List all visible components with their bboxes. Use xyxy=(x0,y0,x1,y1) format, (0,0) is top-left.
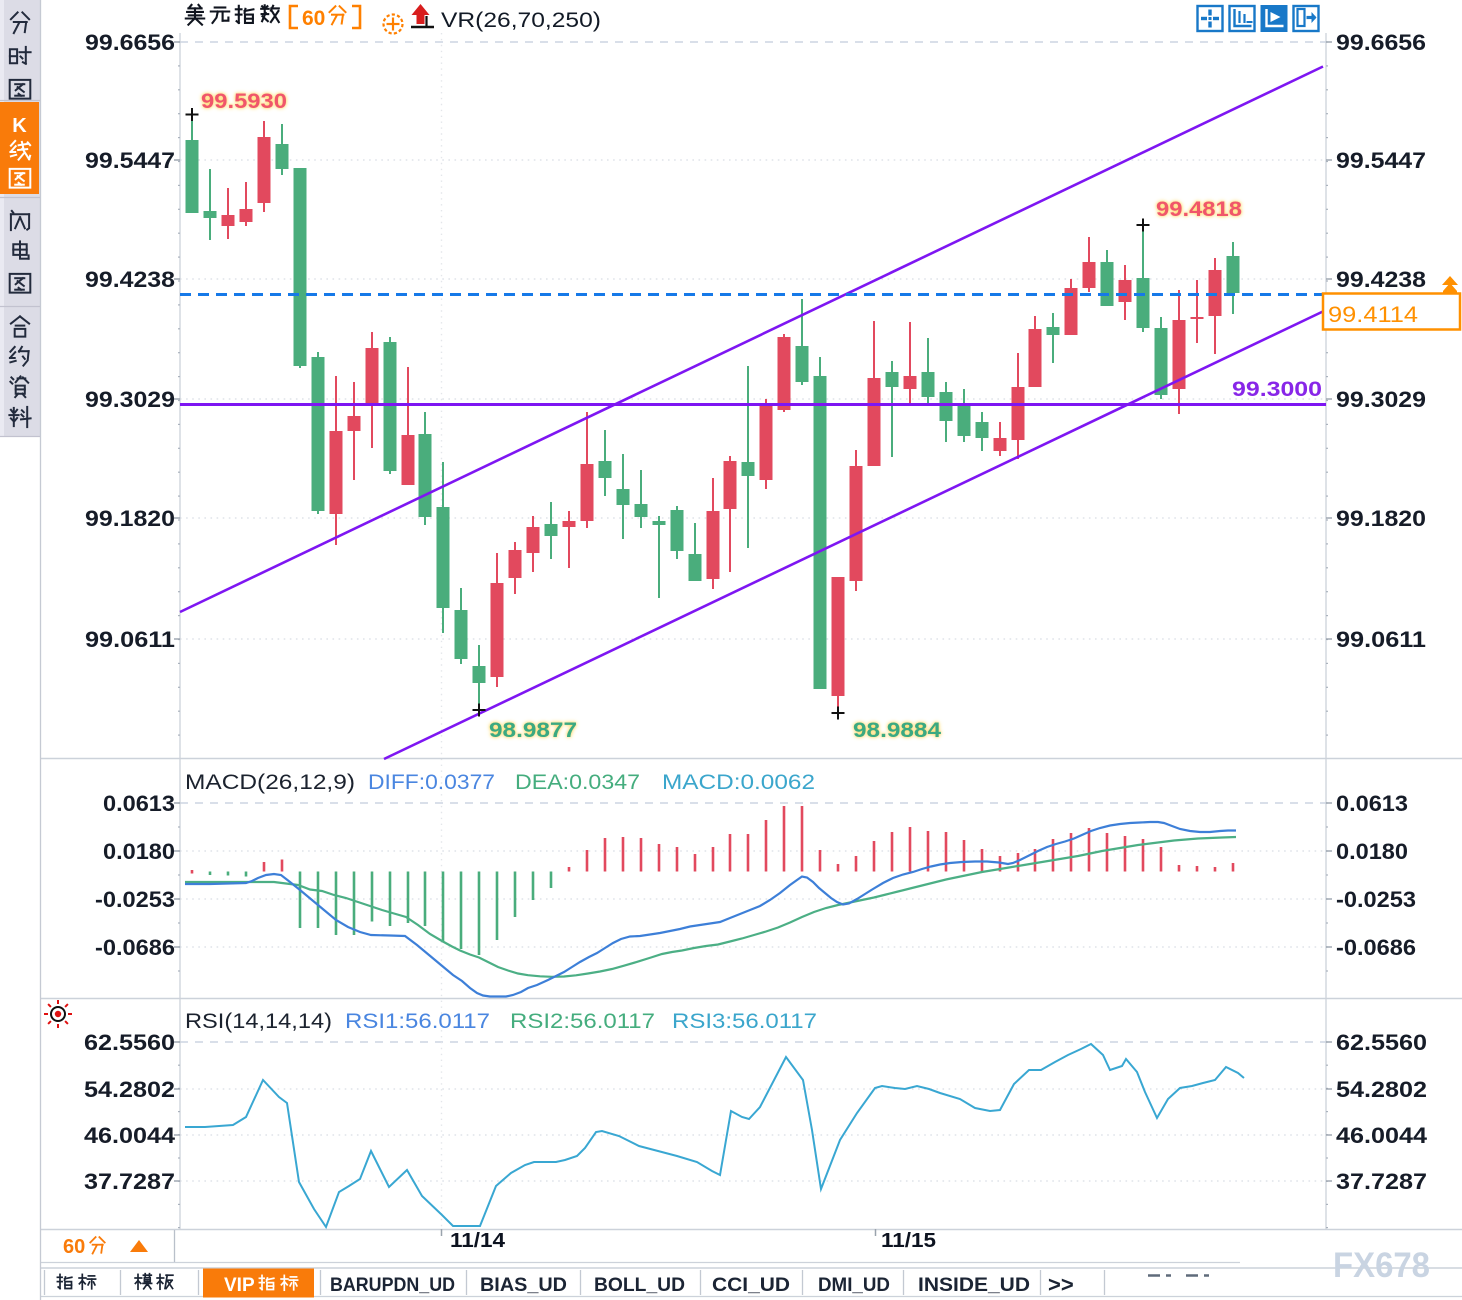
svg-text:99.3029: 99.3029 xyxy=(85,387,175,412)
svg-text:62.5560: 62.5560 xyxy=(1336,1030,1427,1055)
svg-text:54.2802: 54.2802 xyxy=(1336,1077,1427,1102)
svg-text:VIP: VIP xyxy=(224,1275,255,1296)
svg-text:11/15: 11/15 xyxy=(881,1230,936,1252)
svg-text:0.0180: 0.0180 xyxy=(1336,839,1408,864)
svg-text:DEA:0.0347: DEA:0.0347 xyxy=(515,771,640,794)
svg-text:FX678: FX678 xyxy=(1333,1246,1430,1285)
svg-text:99.6656: 99.6656 xyxy=(1336,30,1426,55)
svg-text:DMI_UD: DMI_UD xyxy=(818,1275,890,1296)
svg-text:-0.0253: -0.0253 xyxy=(95,887,175,912)
svg-text:RSI3:56.0117: RSI3:56.0117 xyxy=(672,1010,817,1033)
svg-text:11/14: 11/14 xyxy=(450,1230,506,1252)
svg-text:>>: >> xyxy=(1048,1272,1074,1297)
svg-text:98.9877: 98.9877 xyxy=(489,719,577,742)
svg-text:60: 60 xyxy=(302,7,325,30)
svg-text:RSI2:56.0117: RSI2:56.0117 xyxy=(510,1010,655,1033)
svg-text:BIAS_UD: BIAS_UD xyxy=(480,1275,567,1296)
svg-text:37.7287: 37.7287 xyxy=(1336,1169,1427,1194)
svg-text:0.0613: 0.0613 xyxy=(1336,791,1408,816)
svg-text:99.1820: 99.1820 xyxy=(85,506,175,531)
svg-text:98.9884: 98.9884 xyxy=(853,719,941,742)
svg-text:-0.0686: -0.0686 xyxy=(95,935,175,960)
svg-text:99.5447: 99.5447 xyxy=(1336,148,1426,173)
svg-text:99.6656: 99.6656 xyxy=(85,30,175,55)
svg-text:99.3029: 99.3029 xyxy=(1336,387,1426,412)
svg-text:99.1820: 99.1820 xyxy=(1336,506,1426,531)
svg-text:-0.0686: -0.0686 xyxy=(1336,935,1416,960)
svg-text:60: 60 xyxy=(63,1236,85,1258)
svg-text:46.0044: 46.0044 xyxy=(1336,1123,1428,1148)
svg-text:DIFF:0.0377: DIFF:0.0377 xyxy=(368,771,495,794)
svg-text:RSI1:56.0117: RSI1:56.0117 xyxy=(345,1010,490,1033)
svg-text:K: K xyxy=(12,115,27,137)
svg-text:37.7287: 37.7287 xyxy=(84,1169,175,1194)
svg-text:BOLL_UD: BOLL_UD xyxy=(594,1275,685,1296)
svg-text:BARUPDN_UD: BARUPDN_UD xyxy=(330,1275,455,1296)
svg-text:62.5560: 62.5560 xyxy=(84,1030,175,1055)
svg-text:0.0613: 0.0613 xyxy=(103,791,175,816)
svg-text:RSI(14,14,14): RSI(14,14,14) xyxy=(185,1010,332,1033)
svg-text:99.4818: 99.4818 xyxy=(1156,198,1242,221)
svg-text:99.4238: 99.4238 xyxy=(85,267,175,292)
svg-text:54.2802: 54.2802 xyxy=(84,1077,175,1102)
svg-text:46.0044: 46.0044 xyxy=(84,1123,176,1148)
svg-text:0.0180: 0.0180 xyxy=(103,839,175,864)
svg-text:99.5447: 99.5447 xyxy=(85,148,175,173)
svg-text:CCI_UD: CCI_UD xyxy=(712,1275,790,1296)
svg-text:99.5930: 99.5930 xyxy=(201,90,287,113)
svg-text:99.0611: 99.0611 xyxy=(1336,627,1426,652)
svg-text:-0.0253: -0.0253 xyxy=(1336,887,1416,912)
svg-text:99.3000: 99.3000 xyxy=(1232,378,1322,401)
svg-text:INSIDE_UD: INSIDE_UD xyxy=(918,1275,1030,1296)
svg-text:99.4114: 99.4114 xyxy=(1328,302,1418,327)
svg-text:99.4238: 99.4238 xyxy=(1336,267,1426,292)
svg-text:MACD:0.0062: MACD:0.0062 xyxy=(662,771,815,794)
svg-text:MACD(26,12,9): MACD(26,12,9) xyxy=(185,771,355,794)
svg-text:VR(26,70,250): VR(26,70,250) xyxy=(441,9,601,32)
svg-text:99.0611: 99.0611 xyxy=(85,627,175,652)
